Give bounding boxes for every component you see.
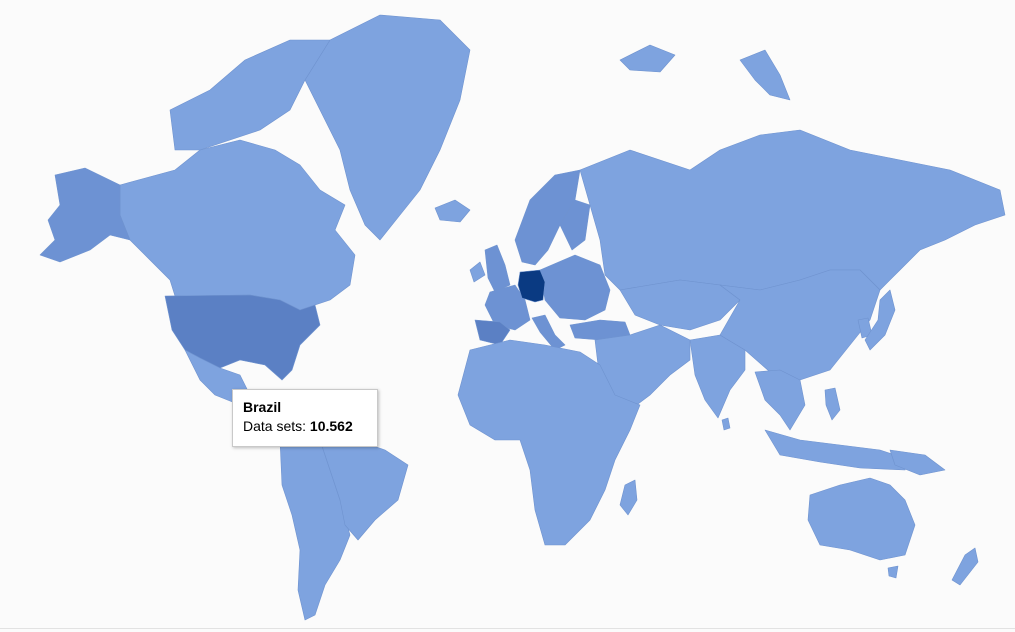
region-alaska[interactable] <box>39 167 131 263</box>
region-philippines[interactable] <box>824 387 841 421</box>
region-eastern-europe[interactable] <box>539 254 611 321</box>
region-western-europe[interactable] <box>484 284 531 331</box>
tooltip-country-name: Brazil <box>243 399 282 415</box>
region-svalbard[interactable] <box>619 44 676 73</box>
region-sri-lanka[interactable] <box>721 417 731 431</box>
region-japan[interactable] <box>864 289 896 351</box>
map-tooltip: Brazil Data sets: 10.562 <box>232 389 378 447</box>
tooltip-row: Data sets: 10.562 <box>243 416 367 436</box>
region-italy[interactable] <box>531 314 566 351</box>
region-tasmania[interactable] <box>887 565 899 579</box>
bottom-divider <box>0 628 1015 629</box>
region-australia[interactable] <box>807 477 916 561</box>
region-germany[interactable] <box>517 269 546 303</box>
region-russia[interactable] <box>579 129 1006 291</box>
region-uk[interactable] <box>484 244 511 293</box>
region-canada[interactable] <box>119 139 356 311</box>
region-greenland[interactable] <box>304 14 471 241</box>
region-southeast-asia[interactable] <box>754 369 806 431</box>
region-new-zealand[interactable] <box>951 547 979 586</box>
region-kazakhstan-central-asia[interactable] <box>619 279 741 331</box>
region-papua[interactable] <box>889 449 946 476</box>
region-iberia[interactable] <box>474 319 511 346</box>
region-africa[interactable] <box>457 339 641 546</box>
region-iceland[interactable] <box>434 199 471 223</box>
tooltip-value: 10.562 <box>309 418 353 434</box>
tooltip-label: Data sets: <box>243 418 307 434</box>
region-arctic-islands[interactable] <box>169 39 331 151</box>
region-indonesia[interactable] <box>764 429 911 471</box>
region-china-mongolia[interactable] <box>719 269 881 381</box>
region-novaya-zemlya[interactable] <box>739 49 791 101</box>
region-iceland-ireland[interactable] <box>469 261 486 283</box>
region-finland[interactable] <box>559 199 591 251</box>
region-india[interactable] <box>689 334 746 419</box>
region-madagascar[interactable] <box>619 479 638 516</box>
